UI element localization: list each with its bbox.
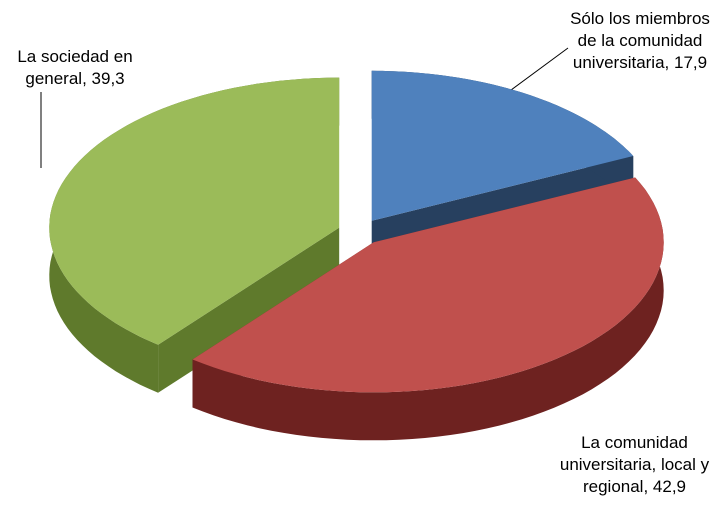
label-separator: , bbox=[664, 53, 674, 72]
data-label: Sólo los miembros de la comunidad univer… bbox=[560, 8, 716, 74]
data-label: La comunidad universitaria, local y regi… bbox=[552, 432, 716, 498]
label-value: 17,9 bbox=[674, 53, 708, 72]
label-separator: , bbox=[82, 69, 92, 88]
slice bbox=[49, 77, 340, 345]
slice-wall bbox=[192, 177, 664, 441]
label-category: La sociedad en general bbox=[17, 47, 133, 88]
slice bbox=[371, 70, 634, 221]
slice-side bbox=[158, 227, 340, 393]
label-value: 39,3 bbox=[91, 69, 125, 88]
label-separator: , bbox=[643, 477, 653, 496]
label-value: 42,9 bbox=[652, 477, 687, 496]
slice bbox=[192, 177, 664, 393]
label-category: La comunidad universitaria, local y regi… bbox=[559, 433, 710, 496]
data-label: La sociedad en general, 39,3 bbox=[0, 46, 150, 90]
label-category: Sólo los miembros de la comunidad univer… bbox=[570, 9, 710, 72]
